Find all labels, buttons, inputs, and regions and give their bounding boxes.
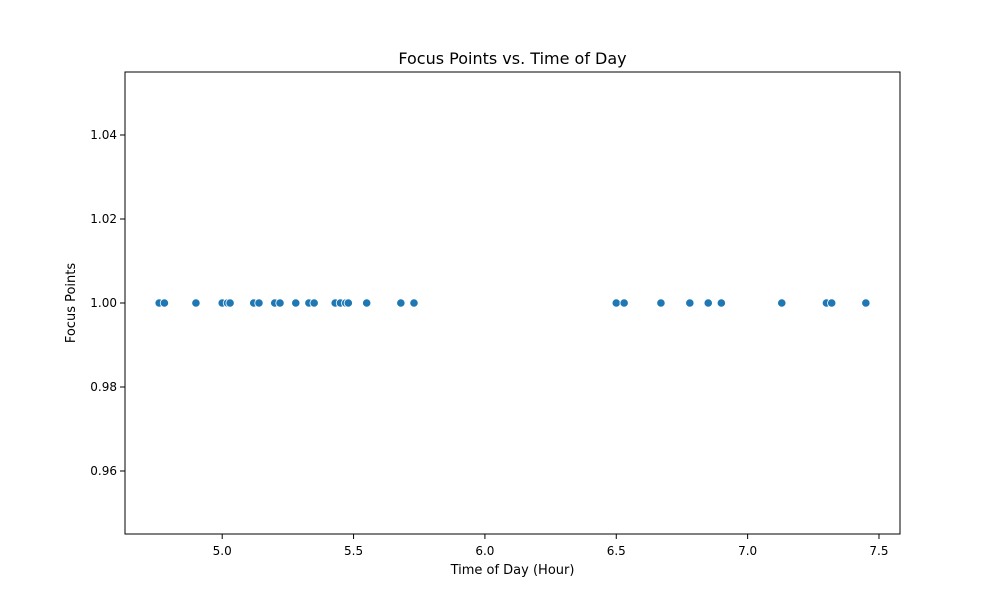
x-tick-label: 7.5 xyxy=(869,544,888,558)
data-point xyxy=(254,298,264,308)
data-point xyxy=(685,298,695,308)
data-point xyxy=(309,298,319,308)
data-point xyxy=(396,298,406,308)
x-tick-label: 5.0 xyxy=(213,544,232,558)
data-point xyxy=(409,298,419,308)
y-axis-ticks: 0.96 0.98 1.00 1.02 1.04 xyxy=(90,128,125,478)
data-point xyxy=(611,298,621,308)
data-point xyxy=(159,298,170,308)
plot-area-frame xyxy=(124,71,901,535)
y-tick-label: 0.96 xyxy=(90,464,117,478)
data-point xyxy=(191,298,201,308)
data-points xyxy=(154,298,871,308)
data-point xyxy=(656,298,666,308)
y-tick-label: 1.04 xyxy=(90,128,117,142)
data-point xyxy=(716,298,726,308)
y-tick-label: 0.98 xyxy=(90,380,117,394)
data-point xyxy=(225,298,235,308)
data-point xyxy=(291,298,301,308)
x-tick-label: 5.5 xyxy=(344,544,363,558)
data-point xyxy=(343,298,353,308)
data-point xyxy=(777,298,787,308)
y-tick-label: 1.02 xyxy=(90,212,117,226)
data-point xyxy=(619,298,629,308)
x-tick-label: 6.5 xyxy=(607,544,626,558)
data-point xyxy=(827,298,837,308)
data-point xyxy=(861,298,871,308)
data-point xyxy=(275,298,285,308)
x-tick-label: 7.0 xyxy=(738,544,757,558)
chart-title: Focus Points vs. Time of Day xyxy=(398,49,626,68)
x-axis-label: Time of Day (Hour) xyxy=(450,563,575,578)
y-tick-label: 1.00 xyxy=(90,296,117,310)
data-point xyxy=(703,298,713,308)
x-tick-label: 6.0 xyxy=(475,544,494,558)
y-axis-label: Focus Points xyxy=(64,263,79,344)
x-axis-ticks: 5.0 5.5 6.0 6.5 7.0 7.5 xyxy=(213,534,889,558)
data-point xyxy=(362,298,372,308)
